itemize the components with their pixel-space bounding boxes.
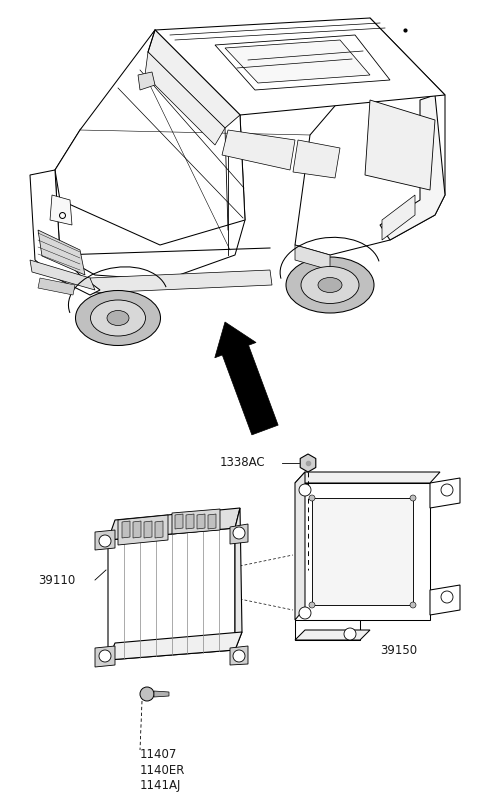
Polygon shape	[133, 521, 141, 538]
Ellipse shape	[75, 290, 160, 346]
Circle shape	[99, 650, 111, 662]
Circle shape	[410, 495, 416, 501]
Polygon shape	[108, 632, 242, 660]
Polygon shape	[295, 620, 360, 640]
Polygon shape	[95, 530, 115, 550]
Polygon shape	[222, 130, 295, 170]
Polygon shape	[230, 524, 248, 544]
Polygon shape	[186, 514, 194, 529]
Text: 1140ER: 1140ER	[140, 764, 185, 776]
Text: 11407: 11407	[140, 749, 178, 761]
Ellipse shape	[107, 310, 129, 326]
Polygon shape	[172, 509, 220, 534]
Circle shape	[233, 527, 245, 539]
Polygon shape	[295, 483, 430, 620]
Circle shape	[309, 602, 315, 608]
Text: 1141AJ: 1141AJ	[140, 779, 181, 792]
Polygon shape	[295, 245, 330, 270]
Polygon shape	[38, 278, 75, 295]
Polygon shape	[30, 170, 100, 295]
Polygon shape	[293, 140, 340, 178]
Polygon shape	[55, 30, 245, 245]
Circle shape	[99, 535, 111, 547]
Circle shape	[410, 602, 416, 608]
Polygon shape	[95, 646, 115, 667]
Polygon shape	[118, 515, 168, 545]
Polygon shape	[230, 646, 248, 665]
Polygon shape	[225, 40, 370, 83]
Circle shape	[441, 484, 453, 496]
Polygon shape	[430, 585, 460, 615]
Polygon shape	[215, 35, 390, 90]
Polygon shape	[50, 195, 72, 225]
Text: 39110: 39110	[38, 574, 75, 587]
Polygon shape	[90, 270, 272, 293]
Circle shape	[309, 495, 315, 501]
Text: 39150: 39150	[380, 643, 417, 657]
Polygon shape	[55, 30, 245, 280]
Polygon shape	[295, 472, 440, 483]
Polygon shape	[154, 691, 169, 697]
Circle shape	[233, 650, 245, 662]
Polygon shape	[155, 18, 445, 115]
Polygon shape	[365, 100, 435, 190]
Polygon shape	[155, 521, 163, 538]
Polygon shape	[430, 478, 460, 508]
Polygon shape	[300, 454, 316, 472]
Text: 1338AC: 1338AC	[220, 456, 265, 469]
Polygon shape	[295, 18, 445, 255]
Ellipse shape	[91, 300, 145, 336]
Polygon shape	[145, 52, 225, 145]
Polygon shape	[175, 514, 183, 529]
Polygon shape	[30, 260, 95, 290]
Polygon shape	[235, 508, 242, 650]
Polygon shape	[382, 195, 415, 240]
Polygon shape	[38, 230, 85, 275]
Polygon shape	[144, 521, 152, 538]
Polygon shape	[295, 472, 305, 620]
Polygon shape	[197, 514, 205, 529]
Circle shape	[441, 591, 453, 603]
Polygon shape	[122, 521, 130, 538]
Polygon shape	[295, 630, 370, 640]
Ellipse shape	[301, 267, 359, 303]
Circle shape	[299, 484, 311, 496]
Polygon shape	[312, 498, 413, 605]
Circle shape	[299, 607, 311, 619]
Polygon shape	[148, 30, 240, 128]
Polygon shape	[108, 528, 235, 660]
Polygon shape	[380, 95, 445, 240]
Polygon shape	[215, 322, 278, 435]
Ellipse shape	[286, 257, 374, 313]
Polygon shape	[208, 514, 216, 529]
Circle shape	[140, 687, 154, 701]
Polygon shape	[138, 72, 155, 90]
Circle shape	[344, 628, 356, 640]
Ellipse shape	[318, 278, 342, 293]
Polygon shape	[108, 508, 240, 540]
